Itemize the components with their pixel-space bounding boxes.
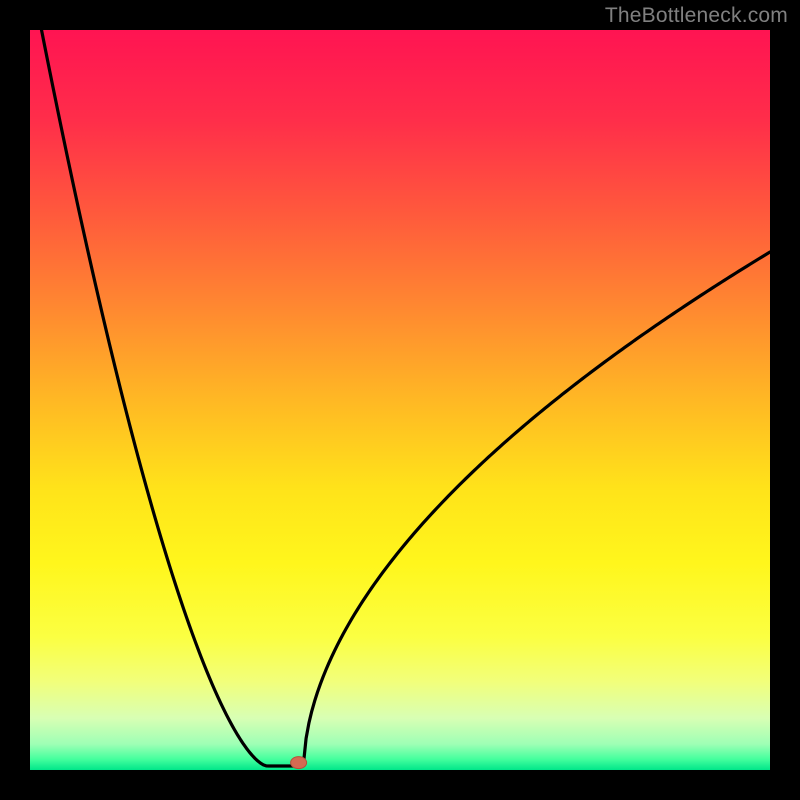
plot-area (30, 30, 770, 770)
optimal-point-marker (291, 757, 307, 769)
watermark-text: TheBottleneck.com (605, 4, 788, 28)
bottleneck-chart-svg (0, 0, 800, 800)
chart-frame: TheBottleneck.com (0, 0, 800, 800)
